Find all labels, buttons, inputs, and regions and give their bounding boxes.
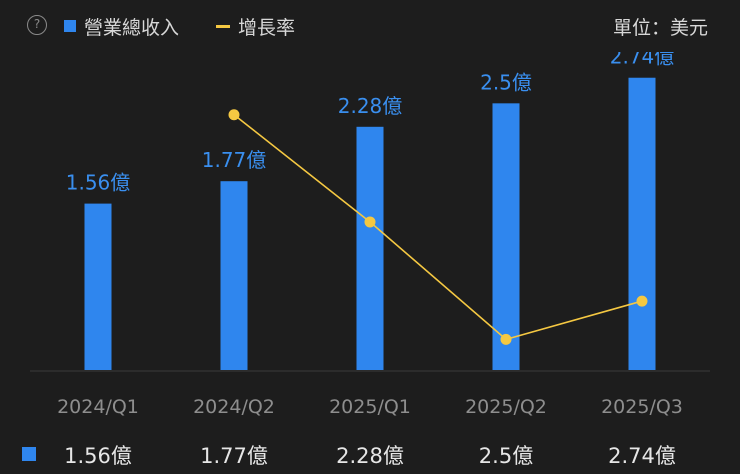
table-revenue-swatch-icon bbox=[22, 447, 36, 461]
bar[interactable] bbox=[628, 77, 656, 370]
legend-growth-label: 增長率 bbox=[238, 17, 296, 39]
growth-point[interactable] bbox=[364, 216, 376, 228]
growth-point[interactable] bbox=[228, 109, 240, 121]
table-cell-value: 2.28億 bbox=[336, 444, 404, 468]
bar-value-label: 2.5億 bbox=[480, 70, 532, 94]
bar-value-label: 1.77億 bbox=[202, 148, 267, 172]
table-cell-value: 2.5億 bbox=[478, 444, 534, 468]
revenue-swatch-icon bbox=[64, 20, 76, 32]
unit-label: 單位：美元 bbox=[612, 17, 708, 39]
growth-swatch-icon bbox=[216, 25, 230, 28]
help-icon[interactable]: ? bbox=[27, 15, 47, 35]
table-cell-value: 1.56億 bbox=[64, 444, 132, 468]
growth-point[interactable] bbox=[500, 333, 512, 345]
legend-bar: ? 營業總收入 增長率 單位：美元 bbox=[0, 0, 740, 52]
x-tick-label: 2024/Q1 bbox=[57, 396, 139, 418]
table-cell-value: 1.77億 bbox=[200, 444, 268, 468]
bar[interactable] bbox=[220, 181, 248, 370]
bar[interactable] bbox=[356, 126, 384, 370]
bar[interactable] bbox=[492, 103, 520, 371]
legend-revenue[interactable]: 營業總收入 bbox=[64, 13, 179, 40]
x-tick-label: 2024/Q2 bbox=[193, 396, 275, 418]
data-table-row: 1.56億 1.77億 2.28億 2.5億 2.74億 bbox=[0, 432, 740, 474]
legend-revenue-label: 營業總收入 bbox=[84, 17, 180, 39]
growth-line bbox=[233, 114, 643, 341]
table-cell-value: 2.74億 bbox=[608, 444, 676, 468]
x-tick-label: 2025/Q3 bbox=[601, 396, 683, 418]
bar-value-label: 2.74億 bbox=[610, 52, 675, 69]
chart-area: 1.56億 1.77億 2.28億 2.5億 2.74億 2024/Q1 2024/Q2 20… bbox=[30, 52, 710, 418]
growth-point[interactable] bbox=[636, 295, 648, 307]
x-tick-label: 2025/Q2 bbox=[465, 396, 547, 418]
x-tick-label: 2025/Q1 bbox=[329, 396, 411, 418]
bar-value-label: 2.28億 bbox=[338, 94, 403, 118]
bar-value-label: 1.56億 bbox=[66, 171, 131, 195]
legend-growth[interactable]: 增長率 bbox=[216, 13, 295, 40]
bar[interactable] bbox=[84, 203, 112, 370]
